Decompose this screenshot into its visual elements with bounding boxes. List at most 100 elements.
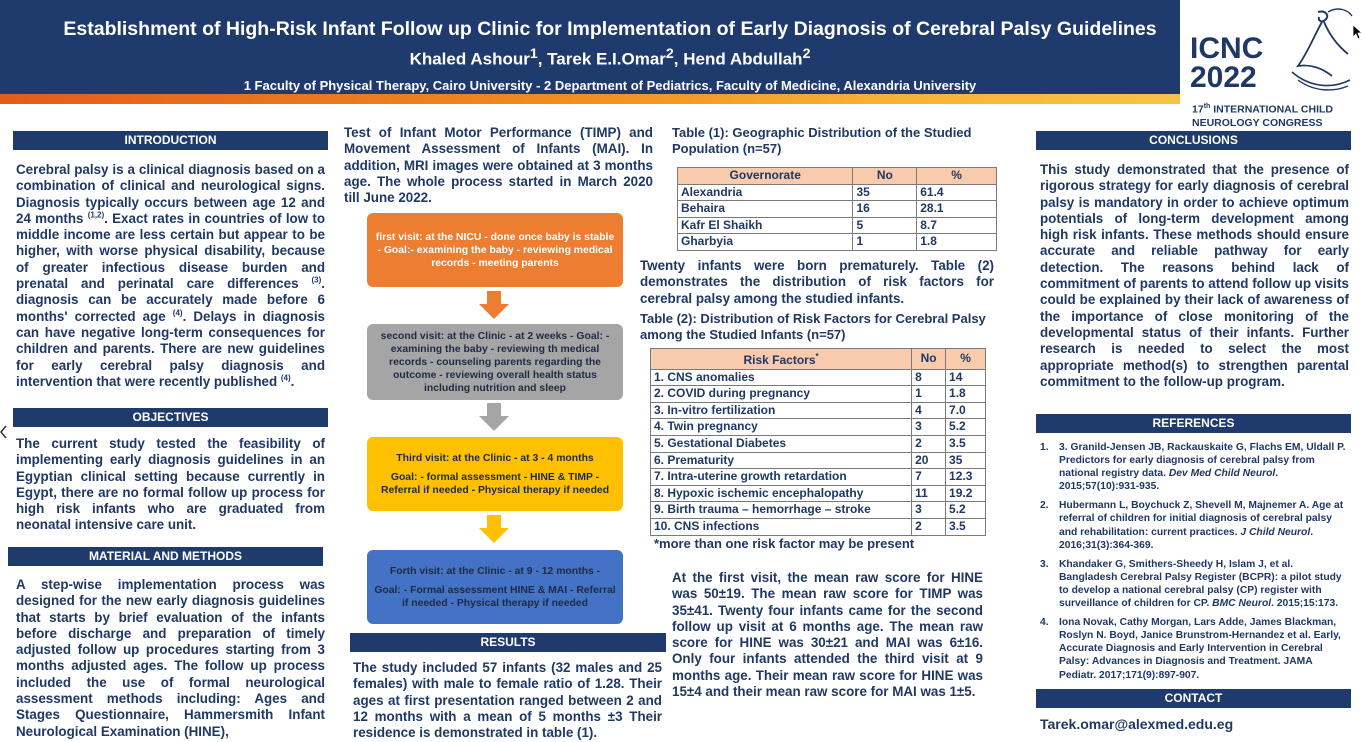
logo-congress: INTERNATIONAL CHILD NEUROLOGY CONGRESS [1192,103,1333,129]
table-cell: 20 [911,451,947,470]
author-affiliation-mark: 2 [665,46,674,62]
reference-item: 2. Hubermann L, Boychuck Z, Shevell M, Ma… [1040,500,1344,551]
table-cell: 12.3 [945,468,986,486]
author-list: Khaled Ashour1, Tarek E.I.Omar2, Hend Ab… [409,46,811,69]
table-row: Behaira 16 28.1 [676,200,997,218]
logo-text: ICNC 2022 [1190,34,1263,94]
table-row: 6. Prematurity 20 35 [649,451,986,470]
table-cell: 3.5 [945,517,986,536]
premature-text: Twenty infants were born prematurely. Ta… [640,258,994,306]
header-gradient-band [0,94,1180,104]
table-header-row: Governorate No % [676,167,997,185]
table-cell: 5.2 [945,501,986,519]
logo-year: 2022 [1190,61,1257,94]
logo-ordinal: 17 [1192,103,1204,116]
table-cell: 2 [911,434,947,453]
logo-congress-name: 17th INTERNATIONAL CHILD NEUROLOGY CONGR… [1192,100,1363,130]
flow-arrow-down-icon [479,515,509,543]
column-header: Governorate [676,167,854,185]
mouse-cursor-icon [1352,24,1362,40]
left-edge-chevron-icon [0,425,7,439]
author-name: Hend Abdullah [683,49,803,69]
table-cell: 11 [911,484,947,503]
poster-header: Establishment of High-Risk Infant Follow… [0,0,1180,104]
conclusions-text: This study demonstrated that the presenc… [1040,162,1349,389]
table-cell: 5.2 [945,418,986,436]
table-cell: 35 [852,183,918,202]
table-cell: 35 [945,451,986,470]
introduction-heading: INTRODUCTION [13,131,328,150]
table-row: Gharbyia 1 1.8 [676,233,997,251]
flow-step-title: Forth visit: at the Clinic - at 9 - 12 m… [389,565,601,577]
column-header: % [945,348,986,370]
column-header: Risk Factors* [649,348,913,370]
contact-heading: CONTACT [1036,689,1351,708]
table-row: 9. Birth trauma – hemorrhage – stroke 3 5.… [649,501,986,519]
table-cell: 1. CNS anomalies [649,368,913,387]
table-cell: 1.8 [945,385,986,403]
flow-step-text: first visit: at the NICU - done once bab… [375,231,615,269]
contact-email[interactable]: Tarek.omar@alexmed.edu.eg [1040,716,1234,732]
table-cell: 2. COVID during pregnancy [649,385,913,403]
table-cell: 8 [911,368,947,387]
reference-item: 3. Khandaker G, Smithers-Sheedy H, Islam … [1040,558,1342,610]
congress-logo: ICNC 2022 17th INTERNATIONAL CHILD NEURO… [1182,0,1363,130]
table-cell: 3 [911,501,947,519]
table-cell: 2 [911,517,947,536]
flow-step-third-visit: Third visit: at the Clinic - at 3 - 4 mo… [367,437,623,511]
flow-arrow-down-icon [479,403,509,431]
table-cell: 7. Intra-uterine growth retardation [649,468,913,486]
table-cell: Kafr El Shaikh [676,216,854,235]
logo-ordinal-suffix: th [1203,103,1211,110]
objectives-heading: OBJECTIVES [13,408,328,427]
dancer-emblem-icon [1291,8,1353,91]
column-header: No [911,348,947,370]
flow-step-text: Goal: - Formal assessment HINE & MAI - R… [374,584,616,609]
flow-step-first-visit: first visit: at the NICU - done once bab… [367,213,623,287]
table-cell: Behaira [676,200,854,218]
table-row: 3. In-vitro fertilization 4 7.0 [649,401,986,420]
author-affiliation-mark: 2 [802,46,811,62]
table-row: 2. COVID during pregnancy 1 1.8 [649,385,986,403]
flow-step-title: Third visit: at the Clinic - at 3 - 4 mo… [396,452,594,464]
table-row: Kafr El Shaikh 5 8.7 [676,216,997,235]
conclusions-heading: CONCLUSIONS [1036,131,1351,150]
references-list: 1. 3. Granild-Jensen JB, Rackauskaite G, … [1040,441,1348,688]
table-header-row: Risk Factors* No % [649,348,986,370]
table-cell: 1 [911,385,947,403]
table-cell: 7.0 [945,401,986,420]
table-row: 4. Twin pregnancy 3 5.2 [649,418,986,436]
table-row: 10. CNS infections 2 3.5 [649,517,986,536]
table2-footnote: *more than one risk factor may be presen… [654,536,915,551]
affiliations: 1 Faculty of Physical Therapy, Cairo Uni… [243,78,977,93]
flow-step-text: second visit: at the Clinic - at 2 weeks… [380,330,610,394]
author-affiliation-mark: 1 [529,46,538,62]
table-cell: 8.7 [916,216,997,235]
table2-caption: Table (2): Distribution of Risk Factors … [640,311,986,342]
table1-caption: Table (1): Geographic Distribution of th… [672,125,972,156]
table-row: 8. Hypoxic ischemic encephalopathy 11 19.2 [649,484,986,503]
methods-heading: MATERIAL AND METHODS [8,547,323,566]
table-geographic-distribution: Governorate No % Alexandria 35 61.4 Behaira… [676,167,997,251]
table-row: Alexandria 35 61.4 [676,183,997,202]
results-heading: RESULTS [350,633,666,652]
references-heading: REFERENCES [1036,414,1351,433]
table-cell: 3.5 [945,434,986,453]
introduction-text: Cerebral palsy is a clinical diagnosis b… [16,162,326,389]
flow-step-second-visit: second visit: at the Clinic - at 2 weeks… [367,324,623,400]
table-row: 7. Intra-uterine growth retardation 7 12.3 [649,468,986,486]
table-cell: 1.8 [916,233,997,251]
flow-step-forth-visit: Forth visit: at the Clinic - at 9 - 12 m… [367,550,623,624]
table-cell: 7 [911,468,947,486]
table-cell: 19.2 [945,484,986,503]
table-cell: 3 [911,418,947,436]
table-cell: 14 [945,368,986,387]
reference-item: 1. 3. Granild-Jensen JB, Rackauskaite G, … [1040,442,1346,493]
table-cell: 16 [852,200,918,218]
table-cell: 5 [852,216,918,235]
scores-text: At the first visit, the mean raw score f… [672,570,983,700]
column-header: % [916,167,997,185]
column-header: No [852,167,918,185]
results-text: The study included 57 infants (32 males … [353,660,662,741]
table-cell: 61.4 [916,183,997,202]
